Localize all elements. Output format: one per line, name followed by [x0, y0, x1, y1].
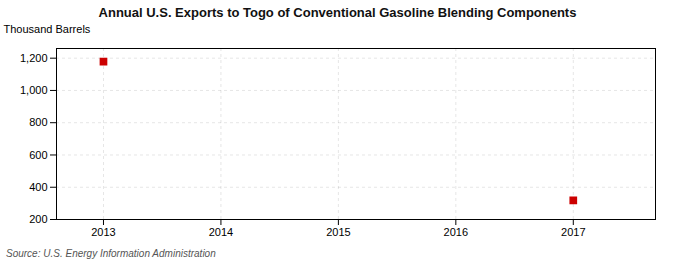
svg-text:2017: 2017	[561, 226, 585, 238]
svg-text:600: 600	[29, 148, 47, 160]
html-text:Source: U.S. Energy Informatio: Source: U.S. Energy Information Administ…	[6, 248, 216, 259]
svg-text:2016: 2016	[444, 226, 468, 238]
svg-text:1,000: 1,000	[20, 84, 48, 96]
svg-text:2015: 2015	[326, 226, 350, 238]
svg-text:Thousand Barrels: Thousand Barrels	[4, 23, 91, 35]
svg-text:1,200: 1,200	[20, 52, 48, 64]
svg-text:400: 400	[29, 181, 47, 193]
svg-text:800: 800	[29, 116, 47, 128]
svg-text:2014: 2014	[209, 226, 233, 238]
svg-text:2013: 2013	[91, 226, 115, 238]
svg-text:200: 200	[29, 213, 47, 225]
html-text:Annual U.S. Exports to Togo of: Annual U.S. Exports to Togo of Conventio…	[98, 5, 577, 20]
